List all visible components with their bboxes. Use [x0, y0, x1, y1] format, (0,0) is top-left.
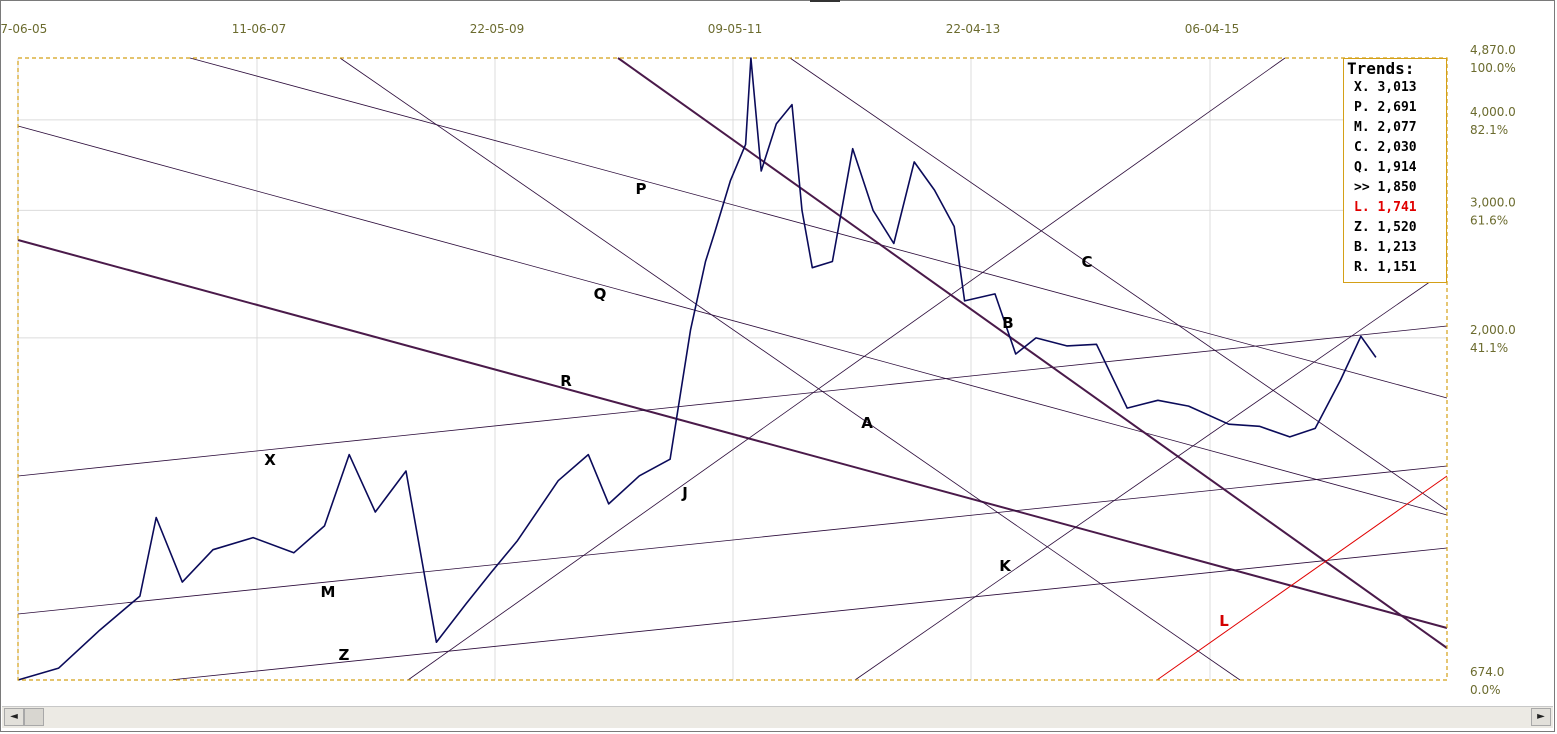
y-tick-label: 674.0	[1470, 665, 1504, 679]
trend-label-r: R	[560, 372, 572, 390]
price-chart[interactable]: P Q R X M Z J A B C K L 27-06-05 11-06-07 22-05-09 09-…	[0, 0, 1557, 705]
legend-title: Trends:	[1347, 59, 1415, 78]
trend-line-z	[169, 547, 1448, 681]
legend-entry: P. 2,691	[1344, 98, 1446, 118]
horizontal-scrollbar[interactable]: ◄ ►	[2, 706, 1553, 728]
trend-line-r	[17, 239, 1448, 629]
scroll-right-button[interactable]: ►	[1531, 708, 1551, 726]
left-arrow-icon: ◄	[10, 711, 18, 722]
legend-key: X.	[1354, 80, 1370, 95]
trend-line-c	[789, 57, 1448, 511]
trend-line-b	[617, 57, 1448, 649]
legend-value: 2,030	[1369, 140, 1417, 155]
legend-value: 1,213	[1369, 240, 1417, 255]
scroll-thumb[interactable]	[24, 708, 44, 726]
legend-key: B.	[1354, 240, 1370, 255]
legend-key: P.	[1354, 100, 1370, 115]
legend-value: 1,741	[1369, 200, 1417, 215]
y-tick-percent: 82.1%	[1470, 123, 1508, 137]
trend-label-q: Q	[594, 285, 607, 303]
legend-entry: C. 2,030	[1344, 138, 1446, 158]
y-tick-percent: 61.6%	[1470, 213, 1508, 227]
x-tick-label: 22-04-13	[946, 22, 1000, 36]
trend-line-a	[339, 57, 1241, 681]
trend-label-k: K	[999, 557, 1012, 575]
legend-key: Q.	[1354, 160, 1370, 175]
trend-labels-layer: P Q R X M Z J A B C K L	[264, 180, 1229, 664]
legend-value: 2,077	[1369, 120, 1417, 135]
trend-label-p: P	[636, 180, 647, 198]
axis-layer: 27-06-05 11-06-07 22-05-09 09-05-11 22-04-13…	[0, 22, 1516, 697]
price-series-layer	[17, 57, 1377, 681]
legend-entry: R. 1,151	[1344, 258, 1446, 278]
legend-value: 1,151	[1369, 260, 1417, 275]
y-tick-percent: 41.1%	[1470, 341, 1508, 355]
x-tick-label: 27-06-05	[0, 22, 47, 36]
legend-entry: Z. 1,520	[1344, 218, 1446, 238]
legend-entry: L. 1,741	[1344, 198, 1446, 218]
trend-line-j	[407, 57, 1286, 681]
x-tick-label: 06-04-15	[1185, 22, 1239, 36]
trend-line-x	[17, 325, 1448, 477]
legend-entry: B. 1,213	[1344, 238, 1446, 258]
x-tick-label: 09-05-11	[708, 22, 762, 36]
legend-value: 2,691	[1369, 100, 1417, 115]
y-tick-percent: 100.0%	[1470, 61, 1516, 75]
scroll-left-button[interactable]: ◄	[4, 708, 24, 726]
legend-value: 3,013	[1369, 80, 1417, 95]
x-tick-label: 11-06-07	[232, 22, 286, 36]
y-tick-label: 4,000.0	[1470, 105, 1516, 119]
right-arrow-icon: ►	[1537, 711, 1545, 722]
trend-label-b: B	[1002, 314, 1013, 332]
legend-entry: X. 3,013	[1344, 78, 1446, 98]
trend-label-x: X	[264, 451, 276, 469]
legend-key: M.	[1354, 120, 1370, 135]
price-series-line	[17, 57, 1377, 681]
legend-entry: M. 2,077	[1344, 118, 1446, 138]
trend-label-c: C	[1081, 253, 1092, 271]
trend-label-j: J	[681, 484, 688, 502]
legend-value: 1,914	[1369, 160, 1417, 175]
legend-key: >>	[1354, 180, 1370, 195]
trends-legend: Trends: X. 3,013 P. 2,691 M. 2,077 C. 2,030…	[1343, 58, 1447, 283]
trend-line-k	[854, 269, 1448, 681]
y-tick-label: 2,000.0	[1470, 323, 1516, 337]
trend-line-l	[1156, 475, 1448, 681]
trend-label-l: L	[1219, 612, 1229, 630]
plot-frame	[17, 57, 1448, 681]
trend-line-m	[17, 465, 1448, 615]
legend-key: L.	[1354, 200, 1370, 215]
legend-value: 1,850	[1369, 180, 1417, 195]
window-top-marker	[810, 0, 840, 2]
trend-label-a: A	[861, 414, 873, 432]
legend-key: Z.	[1354, 220, 1370, 235]
trend-label-m: M	[321, 583, 336, 601]
trend-line-p	[189, 57, 1448, 399]
legend-value: 1,520	[1369, 220, 1417, 235]
x-tick-label: 22-05-09	[470, 22, 524, 36]
legend-key: C.	[1354, 140, 1370, 155]
y-tick-label: 4,870.0	[1470, 43, 1516, 57]
trend-line-q	[17, 125, 1448, 516]
grid-layer	[17, 58, 1447, 680]
legend-entry: Q. 1,914	[1344, 158, 1446, 178]
y-tick-percent: 0.0%	[1470, 683, 1501, 697]
legend-entry: >> 1,850	[1344, 178, 1446, 198]
legend-key: R.	[1354, 260, 1370, 275]
y-tick-label: 3,000.0	[1470, 195, 1516, 209]
trend-lines-layer	[17, 57, 1448, 681]
trend-label-z: Z	[339, 646, 350, 664]
